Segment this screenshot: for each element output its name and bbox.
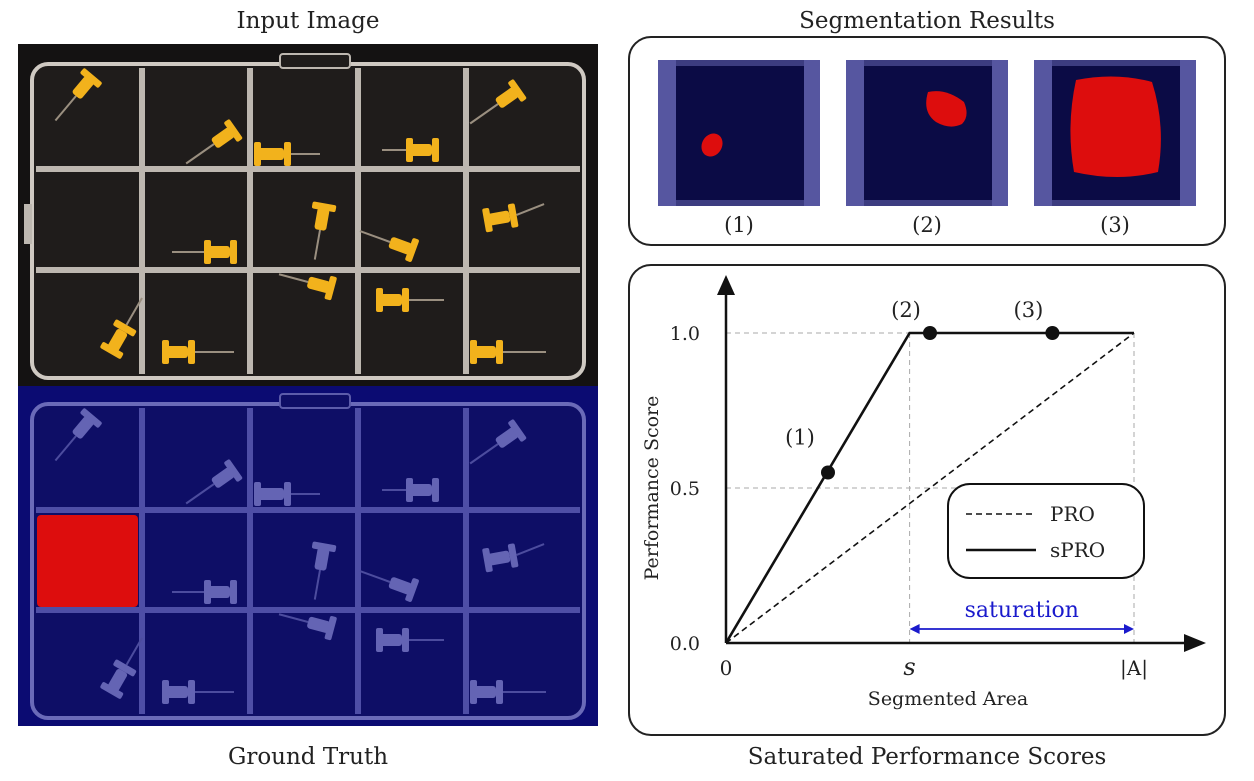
segmentation-label-2: (2)	[912, 213, 942, 237]
segmentation-thumb-1	[658, 60, 820, 206]
y-axis-arrow	[717, 275, 735, 295]
saturation-arrow-head-left	[909, 624, 920, 634]
x-tick-label-1: s	[903, 653, 915, 681]
input-image	[18, 44, 598, 386]
caption-ground-truth: Ground Truth	[227, 744, 389, 770]
marker-label-1: (1)	[785, 426, 815, 450]
y-tick-label-1: 0.5	[670, 478, 700, 500]
segmentation-thumb-2	[846, 60, 1008, 206]
caption-saturated-scores: Saturated Performance Scores	[747, 744, 1107, 770]
marker-point-3	[1045, 326, 1060, 340]
segmentation-results-panel: (1) (2) (3)	[628, 36, 1226, 246]
series-line-pro	[725, 332, 1135, 644]
caption-input-image: Input Image	[236, 8, 380, 34]
segmentation-label-3: (3)	[1100, 213, 1130, 237]
legend-label-pro: PRO	[1050, 502, 1095, 526]
saturation-arrow-head-right	[1124, 624, 1134, 634]
marker-label-3: (3)	[1014, 298, 1044, 322]
x-tick-label-2: |A|	[1120, 656, 1148, 681]
y-tick-label-0: 0.0	[670, 633, 700, 655]
y-axis-label: Performance Score	[641, 396, 663, 581]
x-axis-label: Segmented Area	[868, 688, 1028, 710]
x-tick-label-0: 0	[720, 656, 733, 680]
segmentation-thumb-3	[1034, 60, 1196, 206]
marker-point-1	[821, 465, 835, 480]
segmentation-label-1: (1)	[724, 213, 754, 237]
ground-truth-image	[18, 386, 598, 726]
performance-chart-panel: (1) (2) (3) 0.0 0.5 1.0 0 s |A| Segmented Area Per…	[628, 264, 1226, 736]
marker-label-2: (2)	[891, 298, 921, 322]
legend-box	[947, 483, 1145, 579]
saturation-label: saturation	[965, 598, 1079, 623]
x-axis-arrow	[1184, 634, 1206, 652]
y-tick-label-2: 1.0	[670, 323, 700, 345]
caption-segmentation-results: Segmentation Results	[799, 8, 1055, 34]
legend-label-spro: sPRO	[1050, 538, 1105, 562]
marker-point-2	[923, 326, 937, 340]
